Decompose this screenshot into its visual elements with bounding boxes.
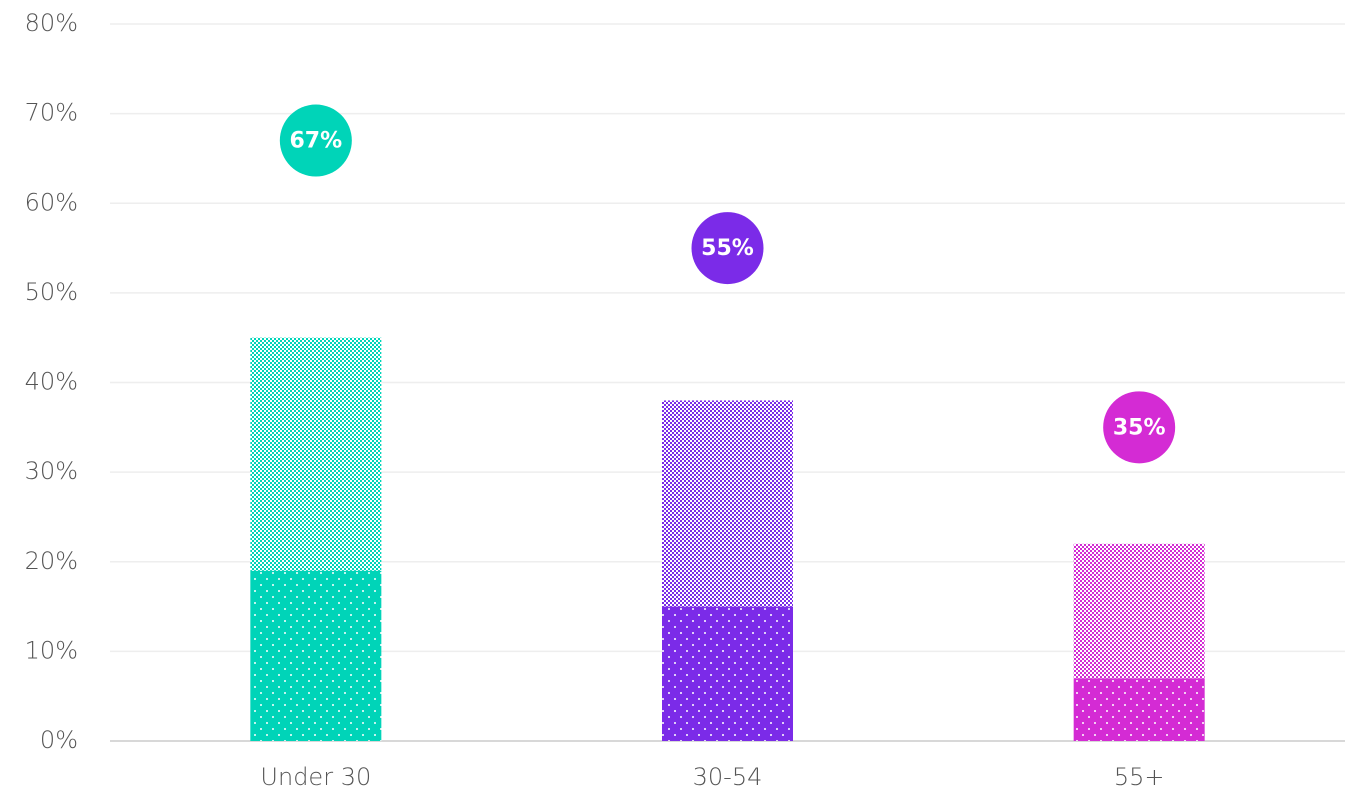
x-tick-label: 30-54 (693, 763, 763, 791)
bar-segment (662, 606, 793, 741)
bar-segment (1073, 543, 1205, 679)
bubble (691, 212, 764, 285)
x-tick-label: Under 30 (260, 763, 371, 791)
bar-segment (250, 337, 382, 571)
bubble (279, 104, 352, 177)
y-tick-label: 30% (25, 457, 78, 485)
y-tick-label: 70% (25, 99, 78, 127)
bubble (1103, 391, 1176, 464)
bar-segment (250, 570, 382, 741)
y-tick-label: 20% (25, 547, 78, 575)
y-tick-label: 50% (25, 278, 78, 306)
bar-segment (662, 400, 793, 607)
y-tick-label: 80% (25, 9, 78, 37)
bubble-label: 35% (1113, 415, 1166, 440)
bar-segment (1073, 678, 1205, 741)
bubble-label: 67% (289, 129, 342, 154)
y-tick-label: 60% (25, 188, 78, 216)
bubble-label: 55% (701, 236, 754, 261)
x-tick-label: 55+ (1114, 763, 1165, 791)
y-tick-label: 40% (25, 368, 78, 396)
y-tick-label: 10% (25, 636, 78, 664)
y-tick-label: 0% (40, 726, 78, 754)
